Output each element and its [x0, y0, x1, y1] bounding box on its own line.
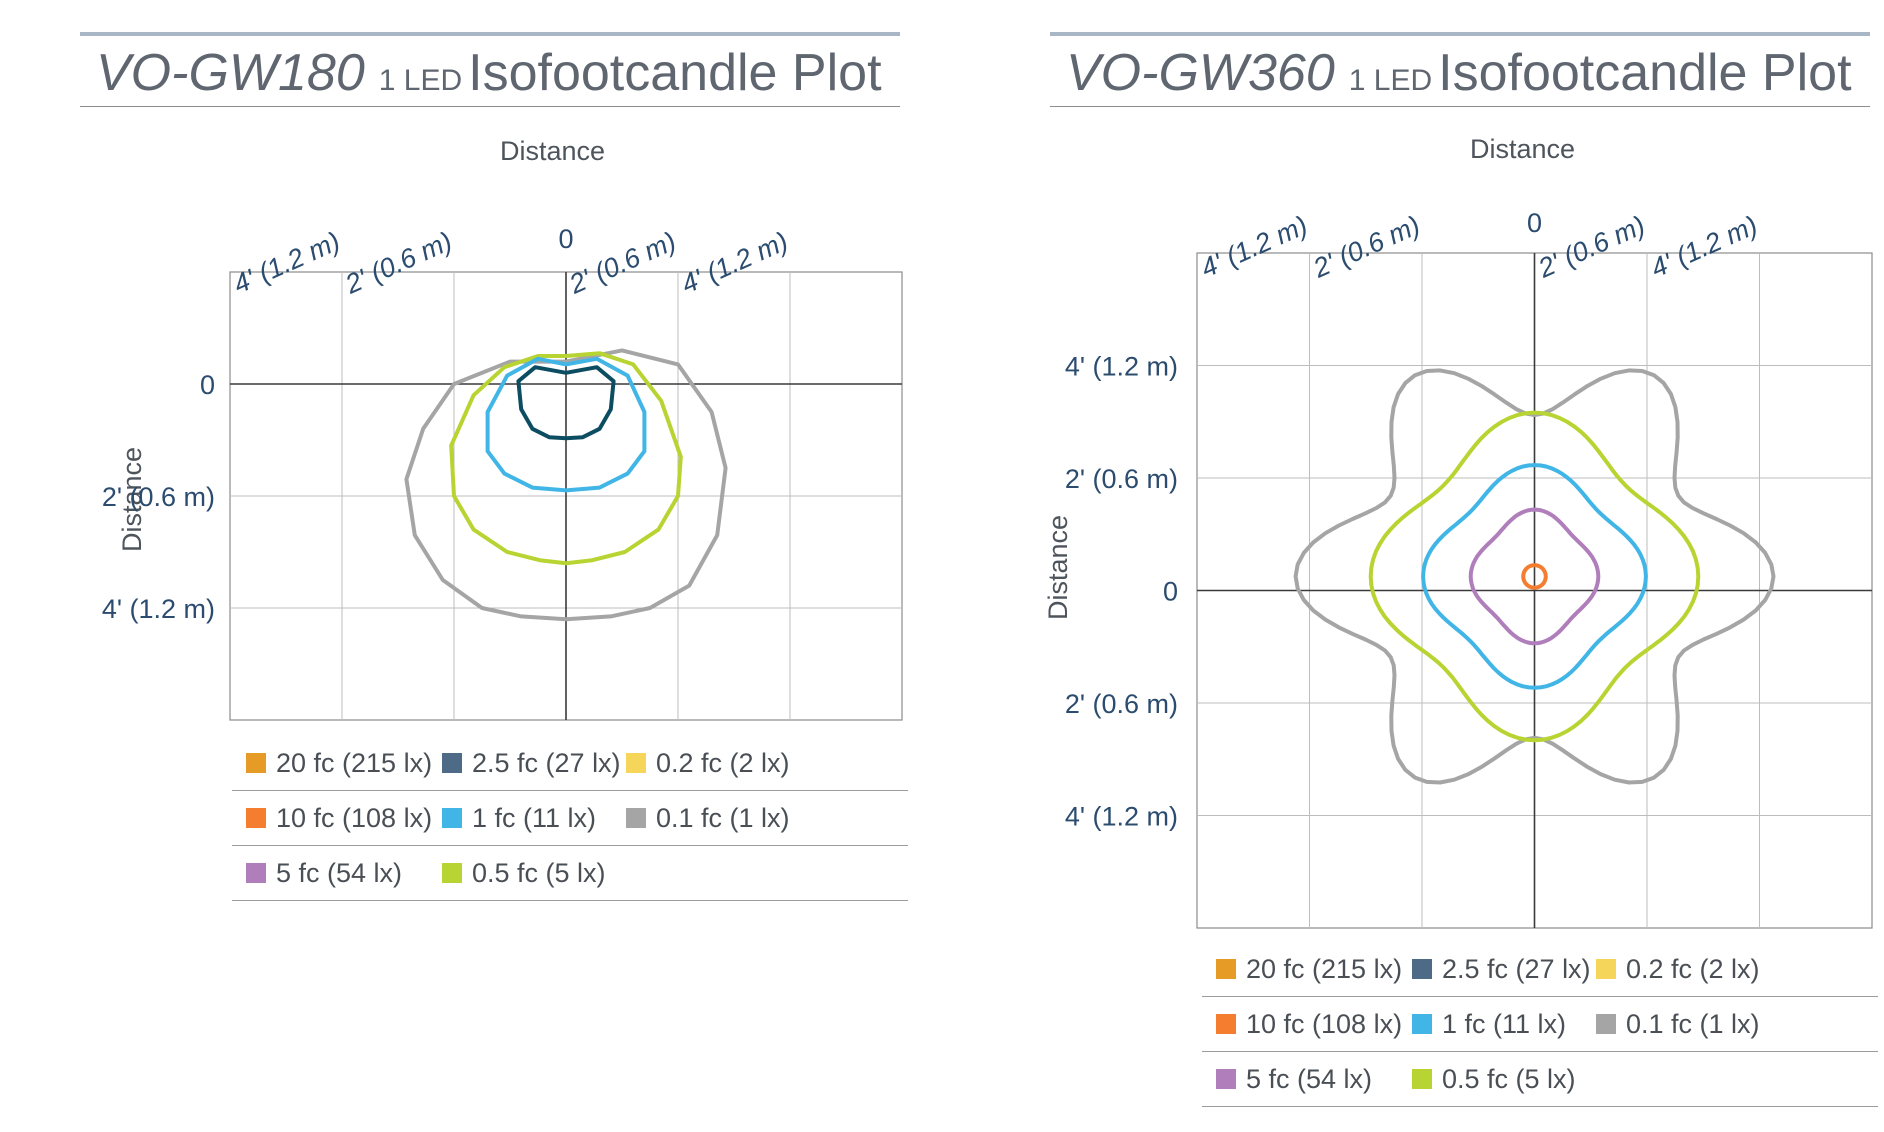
title-rest: Isofootcandle Plot	[1438, 44, 1852, 102]
legend-item: 0.1 fc (1 lx)	[1596, 997, 1760, 1051]
title-led: 1 LED	[1348, 64, 1433, 97]
contour-0-1-fc	[1293, 368, 1776, 785]
legend-swatch	[1412, 1069, 1432, 1089]
legend: 20 fc (215 lx) 2.5 fc (27 lx) 0.2 fc (2 lx…	[1202, 942, 1878, 1107]
x-tick-label: 0	[1527, 208, 1542, 238]
legend-swatch	[1216, 1069, 1236, 1089]
legend-label: 10 fc (108 lx)	[1246, 1008, 1403, 1039]
legend-swatch	[246, 863, 266, 883]
contour-1-fc	[485, 356, 647, 493]
legend-row: 5 fc (54 lx) 0.5 fc (5 lx)	[232, 846, 908, 901]
chart-title: VO-GW360 1 LED Isofootcandle Plot	[1066, 38, 1852, 121]
y-tick-label: 2' (0.6 m)	[1065, 464, 1178, 494]
legend-item: 5 fc (54 lx)	[1216, 1052, 1372, 1106]
y-tick-label: 4' (1.2 m)	[1065, 352, 1178, 382]
legend-label: 1 fc (11 lx)	[1442, 1008, 1567, 1039]
legend-item: 2.5 fc (27 lx)	[442, 736, 621, 790]
legend-swatch	[442, 863, 462, 883]
legend-swatch	[1216, 959, 1236, 979]
title-rest: Isofootcandle Plot	[468, 44, 882, 102]
legend-row: 20 fc (215 lx) 2.5 fc (27 lx) 0.2 fc (2 lx…	[232, 736, 908, 791]
legend-label: 20 fc (215 lx)	[1246, 953, 1403, 984]
x-axis-title: Distance	[500, 136, 606, 166]
legend-item: 2.5 fc (27 lx)	[1412, 942, 1591, 996]
plot-area: 4' (1.2 m) 2' (0.6 m) 0 2' (0.6 m) 4' (1.2 m…	[1065, 208, 1873, 929]
y-tick-label: 2' (0.6 m)	[102, 482, 215, 512]
contour-1-fc	[1421, 463, 1648, 690]
legend-label: 0.2 fc (2 lx)	[1626, 953, 1760, 984]
contour-5-fc	[1468, 507, 1601, 646]
legend-label: 5 fc (54 lx)	[1246, 1063, 1373, 1094]
legend-swatch	[1216, 1014, 1236, 1034]
legend-item: 20 fc (215 lx)	[246, 736, 432, 790]
y-tick-label: 0	[200, 370, 215, 400]
legend-swatch	[626, 753, 646, 773]
chart-panel-vo-gw360: VO-GW360 1 LED Isofootcandle Plot Distance…	[1043, 0, 1884, 1132]
chart-title: VO-GW180 1 LED Isofootcandle Plot	[96, 38, 882, 121]
contour-0-1-fc	[404, 348, 728, 622]
legend-label: 2.5 fc (27 lx)	[472, 747, 621, 778]
legend-row: 10 fc (108 lx) 1 fc (11 lx) 0.1 fc (1 lx)	[232, 791, 908, 846]
legend-item: 20 fc (215 lx)	[1216, 942, 1402, 996]
title-model: VO-GW360	[1066, 44, 1335, 102]
legend-item: 1 fc (11 lx)	[1412, 997, 1566, 1051]
legend-label: 0.5 fc (5 lx)	[1442, 1063, 1576, 1094]
title-led: 1 LED	[378, 64, 463, 97]
legend-item: 0.1 fc (1 lx)	[626, 791, 790, 845]
legend-label: 2.5 fc (27 lx)	[1442, 953, 1591, 984]
legend-label: 10 fc (108 lx)	[276, 802, 433, 833]
x-tick-label: 0	[558, 224, 573, 254]
y-tick-label: 0	[1163, 577, 1178, 607]
legend-row: 10 fc (108 lx) 1 fc (11 lx) 0.1 fc (1 lx)	[1202, 997, 1878, 1052]
legend-item: 10 fc (108 lx)	[1216, 997, 1402, 1051]
legend-item: 1 fc (11 lx)	[442, 791, 596, 845]
legend-swatch	[626, 808, 646, 828]
legend: 20 fc (215 lx) 2.5 fc (27 lx) 0.2 fc (2 lx…	[232, 736, 908, 901]
legend-item: 10 fc (108 lx)	[246, 791, 432, 845]
contour-10-fc	[1521, 563, 1548, 590]
legend-swatch	[1596, 1014, 1616, 1034]
legend-item: 0.2 fc (2 lx)	[626, 736, 790, 790]
legend-item: 5 fc (54 lx)	[246, 846, 402, 900]
y-tick-label: 2' (0.6 m)	[1065, 689, 1178, 719]
legend-label: 0.5 fc (5 lx)	[472, 857, 606, 888]
legend-swatch	[246, 753, 266, 773]
legend-swatch	[1412, 959, 1432, 979]
title-accent-bar	[80, 32, 900, 36]
legend-label: 0.1 fc (1 lx)	[656, 802, 790, 833]
legend-swatch	[442, 753, 462, 773]
legend-label: 0.2 fc (2 lx)	[656, 747, 790, 778]
legend-row: 20 fc (215 lx) 2.5 fc (27 lx) 0.2 fc (2 lx…	[1202, 942, 1878, 997]
title-rule	[80, 106, 900, 107]
y-tick-label: 4' (1.2 m)	[102, 594, 215, 624]
contour-2-5-fc	[516, 365, 616, 441]
y-tick-label: 4' (1.2 m)	[1065, 802, 1178, 832]
x-axis-title: Distance	[1470, 134, 1576, 164]
contour-0-5-fc	[449, 351, 683, 566]
chart-panel-vo-gw180: VO-GW180 1 LED Isofootcandle Plot Distance…	[80, 0, 940, 1132]
legend-swatch	[442, 808, 462, 828]
legend-label: 1 fc (11 lx)	[472, 802, 597, 833]
legend-item: 0.5 fc (5 lx)	[1412, 1052, 1576, 1106]
legend-label: 0.1 fc (1 lx)	[1626, 1008, 1760, 1039]
legend-item: 0.2 fc (2 lx)	[1596, 942, 1760, 996]
legend-swatch	[246, 808, 266, 828]
title-rule	[1050, 106, 1870, 107]
title-model: VO-GW180	[96, 44, 365, 102]
contour-0-5-fc	[1368, 410, 1701, 743]
title-accent-bar	[1050, 32, 1870, 36]
legend-item: 0.5 fc (5 lx)	[442, 846, 606, 900]
legend-row: 5 fc (54 lx) 0.5 fc (5 lx)	[1202, 1052, 1878, 1107]
legend-swatch	[1596, 959, 1616, 979]
legend-label: 5 fc (54 lx)	[276, 857, 403, 888]
legend-swatch	[1412, 1014, 1432, 1034]
legend-label: 20 fc (215 lx)	[276, 747, 433, 778]
plot-area: 4' (1.2 m)2' (0.6 m) 02' (0.6 m)4' (1.2 m…	[102, 224, 903, 721]
